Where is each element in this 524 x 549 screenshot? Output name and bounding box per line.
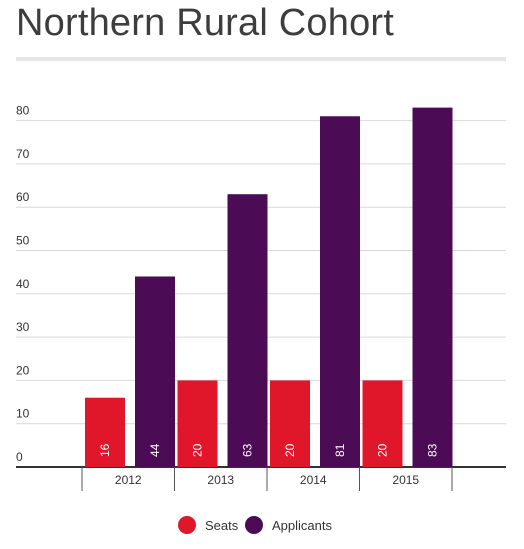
legend-label-applicants: Applicants — [272, 517, 332, 533]
data-label: 20 — [283, 443, 297, 457]
bar-applicants — [320, 116, 360, 468]
title-divider — [16, 57, 506, 61]
y-tick-label: 40 — [16, 277, 30, 291]
bar-seats — [85, 397, 125, 467]
y-tick-label: 80 — [16, 104, 30, 118]
bar-applicants — [227, 194, 268, 467]
data-label: 20 — [376, 443, 390, 457]
x-tick-label: 2013 — [207, 473, 234, 487]
y-tick-label: 50 — [16, 234, 30, 248]
bar-applicants — [412, 107, 453, 468]
legend-item-applicants: Applicants — [245, 516, 332, 534]
x-tick-label: 2014 — [300, 473, 327, 487]
legend-swatch-seats — [178, 516, 196, 534]
y-tick-label: 0 — [16, 450, 23, 464]
legend-item-seats: Seats — [178, 516, 238, 534]
bar-seats — [270, 380, 310, 467]
bar-chart: 0 10 20 30 40 50 60 70 80 2012 16 44 2013 20 63 2014 20 8… — [16, 104, 506, 491]
y-tick-label: 10 — [16, 407, 30, 421]
y-tick-label: 20 — [16, 363, 30, 377]
x-tick-label: 2015 — [392, 473, 419, 487]
data-label: 44 — [148, 443, 162, 457]
bar-seats — [177, 380, 218, 467]
bar-seats — [362, 380, 403, 467]
y-tick-label: 30 — [16, 320, 30, 334]
bar-applicants — [135, 276, 175, 467]
y-tick-label: 60 — [16, 190, 30, 204]
legend-label-seats: Seats — [205, 517, 239, 533]
x-tick-label: 2012 — [115, 473, 142, 487]
data-label: 63 — [241, 443, 255, 457]
legend: Seats Applicants — [0, 516, 524, 538]
data-label: 83 — [426, 443, 440, 457]
data-label: 20 — [191, 443, 205, 457]
y-tick-label: 70 — [16, 147, 30, 161]
legend-swatch-applicants — [245, 516, 263, 534]
data-label: 16 — [98, 443, 112, 457]
data-label: 81 — [333, 443, 347, 457]
chart-title: Northern Rural Cohort — [16, 2, 395, 44]
